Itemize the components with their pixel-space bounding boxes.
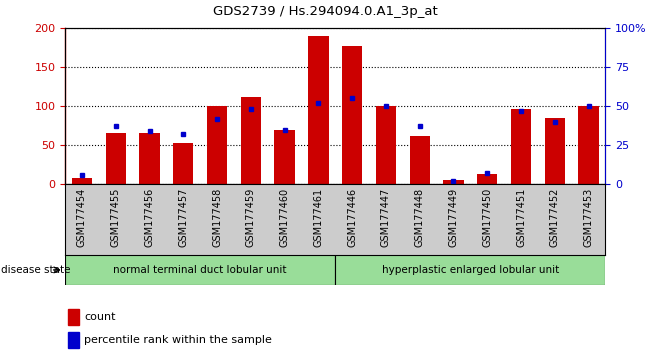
Text: hyperplastic enlarged lobular unit: hyperplastic enlarged lobular unit [381,265,559,275]
Bar [68,309,79,325]
Bar [443,180,464,184]
Text: GSM177457: GSM177457 [178,188,188,247]
Bar [309,36,329,184]
Bar [578,106,599,184]
Text: GSM177447: GSM177447 [381,188,391,247]
Bar [139,133,159,184]
Bar [545,118,565,184]
Text: disease state: disease state [1,265,70,275]
Text: GSM177459: GSM177459 [246,188,256,247]
Bar [173,143,193,184]
Text: GSM177449: GSM177449 [449,188,458,247]
Text: GSM177455: GSM177455 [111,188,120,247]
Text: GSM177451: GSM177451 [516,188,526,247]
Bar [65,255,335,285]
Bar [72,178,92,184]
Text: GDS2739 / Hs.294094.0.A1_3p_at: GDS2739 / Hs.294094.0.A1_3p_at [213,5,438,18]
Text: GSM177450: GSM177450 [482,188,492,247]
Text: GSM177446: GSM177446 [347,188,357,247]
Bar [105,133,126,184]
Text: GSM177452: GSM177452 [550,188,560,247]
Bar [207,106,227,184]
Bar [409,136,430,184]
Bar [241,97,261,184]
Text: GSM177448: GSM177448 [415,188,424,247]
Bar [511,109,531,184]
Text: normal terminal duct lobular unit: normal terminal duct lobular unit [113,265,287,275]
Text: GSM177458: GSM177458 [212,188,222,247]
Text: count: count [84,312,115,322]
Text: GSM177461: GSM177461 [313,188,324,247]
Bar [68,332,79,348]
Bar [342,46,363,184]
Text: percentile rank within the sample: percentile rank within the sample [84,335,272,345]
Text: GSM177454: GSM177454 [77,188,87,247]
Bar [376,106,396,184]
Text: GSM177453: GSM177453 [583,188,594,247]
Text: GSM177460: GSM177460 [280,188,290,247]
Bar [335,255,605,285]
Bar [275,130,295,184]
Text: GSM177456: GSM177456 [145,188,154,247]
Bar [477,174,497,184]
